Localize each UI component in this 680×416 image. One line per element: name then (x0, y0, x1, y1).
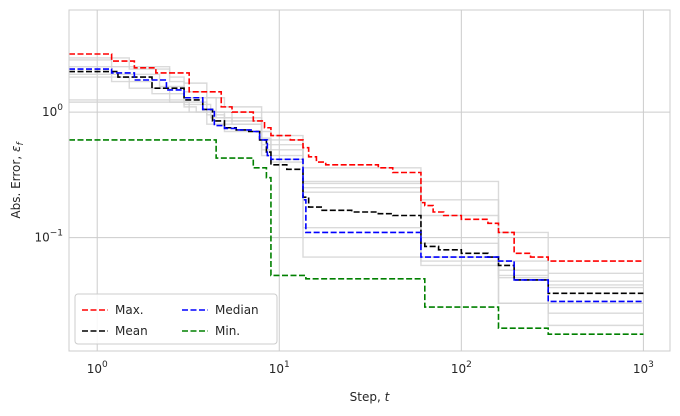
legend-label-median: Median (215, 303, 259, 317)
legend: Max. Mean Median Min. (74, 293, 278, 345)
legend-label-min: Min. (215, 324, 240, 338)
y-axis-label: Abs. Error, εf (9, 141, 26, 219)
background-run-line (69, 59, 644, 286)
x-axis-label: Step, t (350, 390, 391, 404)
x-tick-label: 102 (451, 360, 472, 376)
x-tick-label: 100 (87, 360, 108, 376)
legend-box (74, 293, 278, 345)
background-run-line (69, 99, 644, 289)
grid (69, 10, 670, 351)
legend-label-mean: Mean (115, 324, 148, 338)
x-tick-label: 101 (269, 360, 290, 376)
y-tick-label: 10−1 (34, 229, 63, 245)
series-lines (69, 53, 644, 336)
x-tick-label: 103 (633, 360, 654, 376)
y-tick-label: 100 (42, 103, 63, 119)
legend-label-max: Max. (115, 303, 144, 317)
series-line-min (69, 139, 644, 336)
axes-frame (68, 9, 671, 352)
x-tick-labels: 100 101 102 103 (87, 360, 654, 376)
series-line-median (69, 68, 644, 303)
y-tick-labels: 10−1 100 (34, 103, 63, 245)
series-line-max (69, 53, 644, 262)
